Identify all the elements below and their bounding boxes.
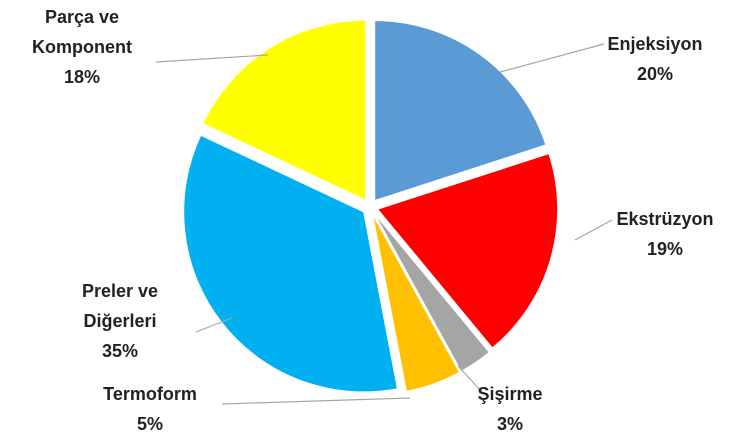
slice-label: Preler ve Diğerleri bbox=[82, 281, 158, 331]
leader-line bbox=[574, 219, 613, 241]
slice-value-label: 5% bbox=[137, 414, 163, 434]
pie-slice bbox=[374, 20, 547, 202]
slice-label: Termoform bbox=[103, 384, 197, 404]
slice-value-label: 3% bbox=[497, 414, 523, 434]
pie-slice bbox=[372, 214, 461, 392]
leader-line bbox=[155, 54, 269, 63]
slice-label: Ekstrüzyon bbox=[616, 209, 713, 229]
slice-label: Şişirme bbox=[477, 384, 542, 404]
leader-line bbox=[499, 43, 605, 73]
leader-line bbox=[221, 397, 411, 405]
leader-line bbox=[195, 317, 233, 333]
pie-slice bbox=[374, 213, 490, 373]
slice-value-label: 20% bbox=[637, 64, 673, 84]
slice-label: Parça ve Komponent bbox=[32, 7, 132, 57]
leader-line bbox=[457, 365, 483, 393]
slice-value-label: 18% bbox=[64, 67, 100, 87]
pie-slice bbox=[202, 19, 367, 202]
slice-value-label: 35% bbox=[102, 341, 138, 361]
pie-slice bbox=[376, 152, 559, 349]
slice-label: Enjeksiyon bbox=[607, 34, 702, 54]
slice-value-label: 19% bbox=[647, 239, 683, 259]
